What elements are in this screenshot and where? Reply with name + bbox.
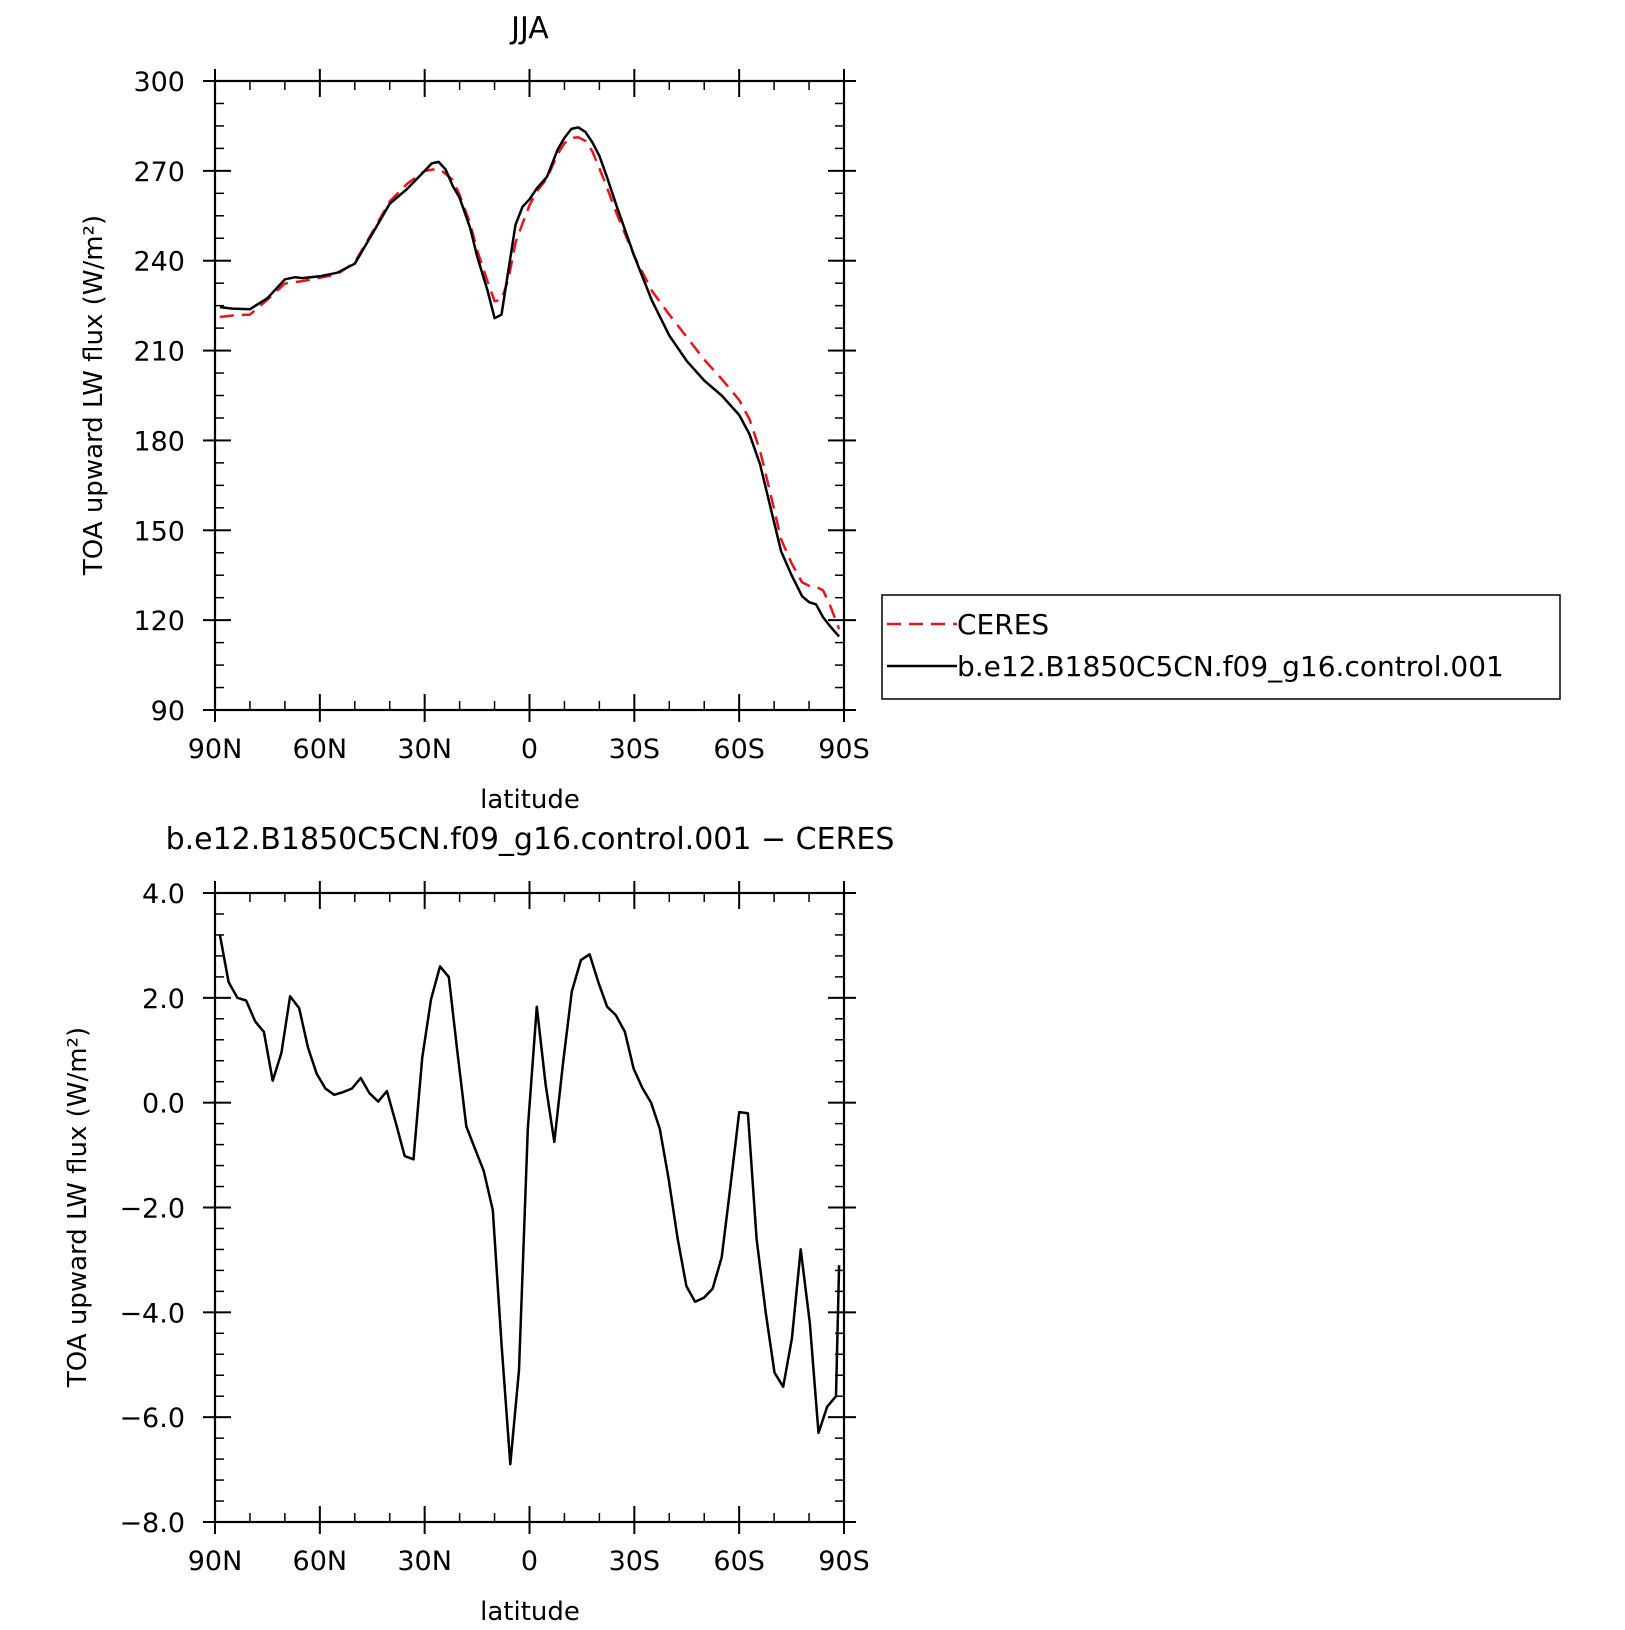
bottom-x-tick-label: 30N bbox=[397, 1546, 452, 1577]
bottom-y-tick-labels: −8.0 −6.0 −4.0 −2.0 0.0 2.0 4.0 bbox=[119, 879, 185, 1539]
bottom-y-axis-title: TOA upward LW flux (W/m²) bbox=[63, 1027, 93, 1388]
bottom-x-tick-labels: 90N 60N 30N 0 30S 60S 90S bbox=[188, 1546, 870, 1577]
bottom-y-tick-label: 4.0 bbox=[142, 879, 185, 910]
top-x-axis-title: latitude bbox=[480, 785, 580, 815]
top-y-axis-title: TOA upward LW flux (W/m²) bbox=[79, 215, 109, 576]
top-x-tick-label: 60N bbox=[293, 734, 348, 765]
bottom-y-tick-label: −4.0 bbox=[119, 1298, 185, 1329]
top-x-tick-label: 0 bbox=[521, 734, 538, 765]
top-series-line-0 bbox=[219, 136, 841, 630]
top-ticks bbox=[203, 69, 856, 722]
bottom-y-tick-label: −8.0 bbox=[119, 1508, 185, 1539]
legend-box bbox=[881, 594, 1561, 700]
top-y-tick-label: 90 bbox=[151, 696, 185, 727]
bottom-ticks bbox=[203, 881, 856, 1534]
legend: CERES b.e12.B1850C5CN.f09_g16.control.00… bbox=[881, 594, 1561, 700]
bottom-panel: b.e12.B1850C5CN.f09_g16.control.001 − CE… bbox=[63, 822, 895, 1627]
top-y-tick-label: 180 bbox=[133, 426, 185, 457]
top-y-tick-label: 150 bbox=[133, 516, 185, 547]
top-panel: JJA 90 120 150 180 210 240 270 300 90N 60N 30N 0 30… bbox=[79, 11, 1561, 815]
bottom-y-tick-label: 0.0 bbox=[142, 1089, 185, 1120]
top-y-tick-label: 210 bbox=[133, 337, 185, 368]
top-plot-frame bbox=[213, 79, 846, 712]
bottom-y-tick-label: −2.0 bbox=[119, 1194, 185, 1225]
top-plot-title: JJA bbox=[509, 11, 549, 46]
bottom-plot-frame bbox=[213, 891, 846, 1524]
top-x-tick-labels: 90N 60N 30N 0 30S 60S 90S bbox=[188, 734, 870, 765]
bottom-plot-title: b.e12.B1850C5CN.f09_g16.control.001 − CE… bbox=[166, 822, 895, 857]
bottom-x-axis-title: latitude bbox=[480, 1597, 580, 1625]
top-y-tick-labels: 90 120 150 180 210 240 270 300 bbox=[133, 67, 185, 727]
bottom-x-tick-label: 90N bbox=[188, 1546, 243, 1577]
top-y-tick-label: 270 bbox=[133, 157, 185, 188]
bottom-series-line-0 bbox=[218, 934, 841, 1466]
bottom-x-tick-label: 30S bbox=[609, 1546, 661, 1577]
top-x-tick-label: 30N bbox=[397, 734, 452, 765]
top-x-tick-label: 90N bbox=[188, 734, 243, 765]
top-x-tick-label: 90S bbox=[818, 734, 870, 765]
bottom-x-tick-label: 60S bbox=[713, 1546, 765, 1577]
bottom-y-tick-label: −6.0 bbox=[119, 1403, 185, 1434]
bottom-x-tick-label: 60N bbox=[293, 1546, 348, 1577]
bottom-y-tick-label: 2.0 bbox=[142, 984, 185, 1015]
top-series-line-1 bbox=[219, 126, 841, 638]
legend-label-model: b.e12.B1850C5CN.f09_g16.control.001 bbox=[957, 650, 1504, 683]
bottom-x-tick-label: 0 bbox=[521, 1546, 538, 1577]
top-x-tick-label: 60S bbox=[713, 734, 765, 765]
top-series-layer bbox=[219, 126, 841, 638]
legend-label-ceres: CERES bbox=[957, 608, 1049, 641]
bottom-x-tick-label: 90S bbox=[818, 1546, 870, 1577]
bottom-series-layer bbox=[218, 934, 841, 1466]
top-y-tick-label: 240 bbox=[133, 247, 185, 278]
top-y-tick-label: 120 bbox=[133, 606, 185, 637]
top-y-tick-label: 300 bbox=[133, 67, 185, 98]
top-x-tick-label: 30S bbox=[609, 734, 661, 765]
